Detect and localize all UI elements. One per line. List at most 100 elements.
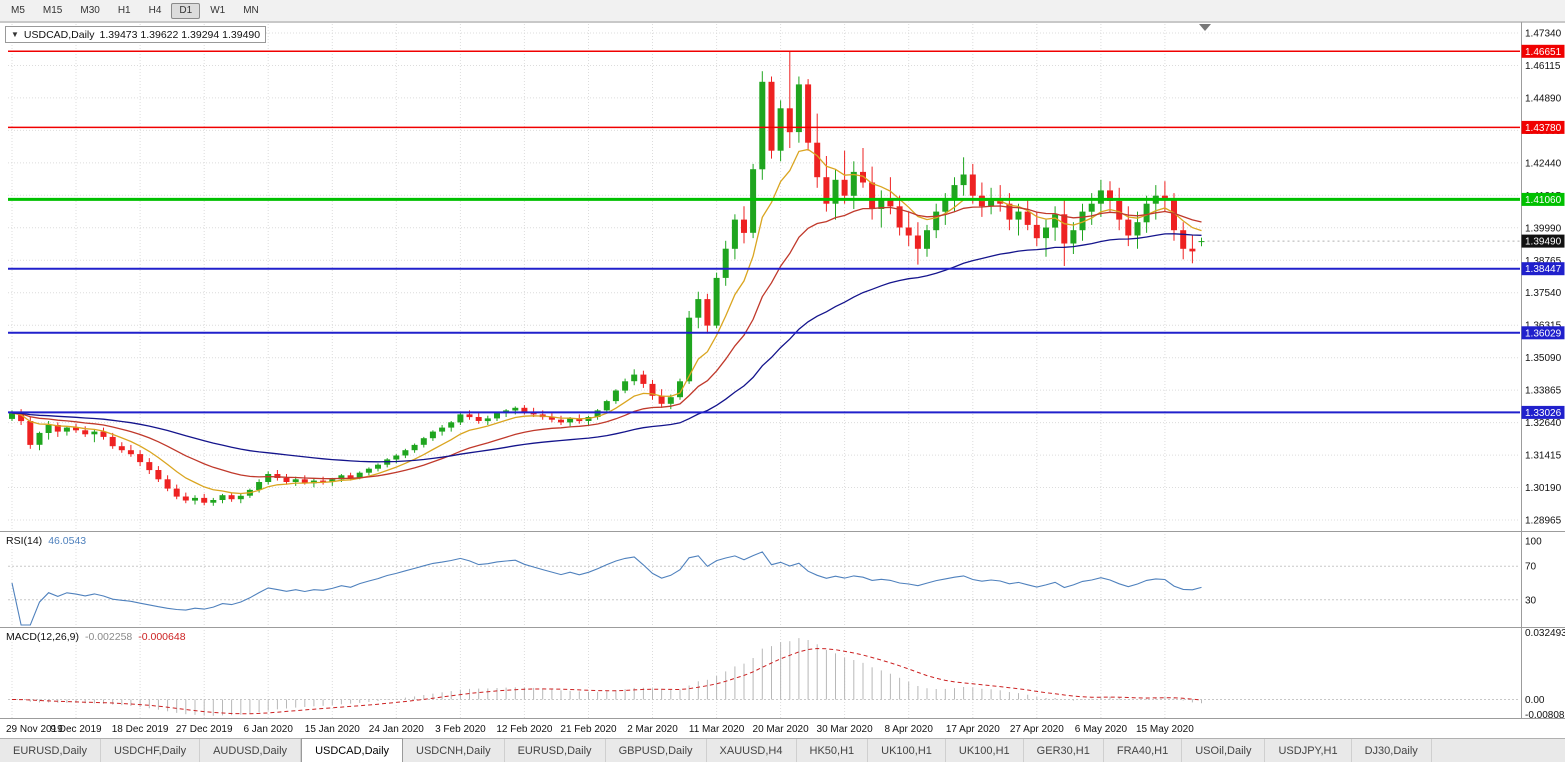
- current-price-flag: [1521, 234, 1565, 248]
- chart-shift-marker[interactable]: [1199, 24, 1211, 31]
- svg-text:1.35090: 1.35090: [1525, 353, 1562, 364]
- timeframe-button-m30[interactable]: M30: [80, 4, 100, 16]
- svg-text:0.032493: 0.032493: [1525, 628, 1565, 639]
- line-price-flag-1.36029: [1521, 326, 1565, 340]
- svg-text:18 Dec 2019: 18 Dec 2019: [112, 724, 169, 735]
- one-click-trading-toggle[interactable]: ▼: [11, 30, 19, 39]
- svg-text:1.28965: 1.28965: [1525, 516, 1562, 527]
- svg-text:17 Apr 2020: 17 Apr 2020: [946, 724, 1000, 735]
- chart-tab-xauusd-h4[interactable]: XAUUSD,H4: [707, 739, 797, 762]
- chart-tab-usdcnh-daily[interactable]: USDCNH,Daily: [403, 739, 505, 762]
- timeframe-button-m15[interactable]: M15: [42, 4, 63, 16]
- svg-text:70: 70: [1525, 562, 1537, 573]
- macd-histogram: [20, 638, 1202, 716]
- svg-text:30 Mar 2020: 30 Mar 2020: [817, 724, 874, 735]
- ma-slow-line: [11, 233, 1202, 463]
- svg-text:9 Dec 2019: 9 Dec 2019: [50, 724, 102, 735]
- line-price-flag-1.46651: [1521, 44, 1565, 58]
- svg-text:6 May 2020: 6 May 2020: [1075, 724, 1128, 735]
- chart-tab-fra40-h1[interactable]: FRA40,H1: [1104, 739, 1183, 762]
- svg-text:1.39490: 1.39490: [1525, 237, 1562, 248]
- chart-symbol-label: USDCAD,Daily: [23, 28, 95, 41]
- timeframe-button-mn[interactable]: MN: [243, 4, 259, 16]
- chart-tab-uk100-h1[interactable]: UK100,H1: [946, 739, 1024, 762]
- chart-tab-ger30-h1[interactable]: GER30,H1: [1024, 739, 1104, 762]
- timeframe-button-w1[interactable]: W1: [210, 4, 226, 16]
- svg-text:1.36315: 1.36315: [1525, 321, 1562, 332]
- svg-text:1.36029: 1.36029: [1525, 328, 1562, 339]
- rsi-name: RSI(14): [6, 535, 43, 547]
- chart-tab-usdcad-daily[interactable]: USDCAD,Daily: [301, 738, 404, 762]
- svg-text:1.44890: 1.44890: [1525, 93, 1562, 104]
- candlestick-series: [9, 50, 1205, 506]
- svg-text:30: 30: [1525, 595, 1537, 606]
- chart-tab-uk100-h1[interactable]: UK100,H1: [868, 739, 946, 762]
- line-price-flag-1.33026: [1521, 405, 1565, 419]
- timeframe-button-h1[interactable]: H1: [117, 4, 131, 16]
- chart-tab-usdjpy-h1[interactable]: USDJPY,H1: [1265, 739, 1352, 762]
- chart-tabs-bar: EURUSD,Daily USDCHF,Daily AUDUSD,Daily USDC…: [0, 738, 1565, 762]
- svg-text:1.41060: 1.41060: [1525, 195, 1562, 206]
- timeframe-button-h4[interactable]: H4: [148, 4, 162, 16]
- chart-tab-eurusd-daily[interactable]: EURUSD,Daily: [505, 739, 606, 762]
- svg-text:1.38447: 1.38447: [1525, 264, 1562, 275]
- svg-text:1.31415: 1.31415: [1525, 451, 1562, 462]
- timeframe-button-d1[interactable]: D1: [171, 2, 201, 19]
- ma-medium-line: [11, 205, 1202, 480]
- chart-tab-dj30-daily[interactable]: DJ30,Daily: [1352, 739, 1432, 762]
- macd-name: MACD(12,26,9): [6, 631, 79, 643]
- svg-text:1.43780: 1.43780: [1525, 123, 1562, 134]
- line-price-flag-1.43780: [1521, 120, 1565, 134]
- chart-tab-gbpusd-daily[interactable]: GBPUSD,Daily: [606, 739, 707, 762]
- svg-text:15 Jan 2020: 15 Jan 2020: [305, 724, 360, 735]
- chart-ohlc-label: 1.39473 1.39622 1.39294 1.39490: [99, 28, 261, 41]
- line-price-flag-1.38447: [1521, 262, 1565, 276]
- svg-text:1.37540: 1.37540: [1525, 288, 1562, 299]
- svg-text:1.46115: 1.46115: [1525, 61, 1561, 72]
- svg-text:-0.008086: -0.008086: [1525, 710, 1565, 721]
- macd-signal-line: [11, 647, 1202, 715]
- macd-main-value: -0.002258: [84, 631, 133, 643]
- svg-text:15 May 2020: 15 May 2020: [1136, 724, 1194, 735]
- svg-text:100: 100: [1525, 537, 1542, 548]
- chart-tab-usoil-daily[interactable]: USOil,Daily: [1182, 739, 1266, 762]
- ma-fast-line: [11, 148, 1202, 495]
- chart-tab-audusd-daily[interactable]: AUDUSD,Daily: [200, 739, 302, 762]
- chart-tab-hk50-h1[interactable]: HK50,H1: [797, 739, 869, 762]
- svg-text:1.47340: 1.47340: [1525, 29, 1562, 40]
- svg-text:29 Nov 2019: 29 Nov 2019: [6, 724, 63, 735]
- svg-text:1.33865: 1.33865: [1525, 386, 1562, 397]
- svg-text:27 Apr 2020: 27 Apr 2020: [1010, 724, 1064, 735]
- svg-text:1.39990: 1.39990: [1525, 223, 1562, 234]
- svg-text:3 Feb 2020: 3 Feb 2020: [435, 724, 486, 735]
- svg-text:27 Dec 2019: 27 Dec 2019: [176, 724, 233, 735]
- svg-text:1.32640: 1.32640: [1525, 418, 1562, 429]
- svg-text:21 Feb 2020: 21 Feb 2020: [560, 724, 617, 735]
- timeframe-button-m5[interactable]: M5: [11, 4, 25, 16]
- chart-tab-usdchf-daily[interactable]: USDCHF,Daily: [101, 739, 201, 762]
- svg-text:0.00: 0.00: [1525, 695, 1545, 706]
- chart-window[interactable]: 1.473401.461151.448901.436651.424401.412…: [0, 22, 1565, 738]
- svg-text:20 Mar 2020: 20 Mar 2020: [753, 724, 810, 735]
- price-axis[interactable]: 1.473401.461151.448901.436651.424401.412…: [1521, 22, 1565, 721]
- rsi-line: [11, 551, 1202, 626]
- svg-text:11 Mar 2020: 11 Mar 2020: [689, 724, 745, 735]
- svg-text:8 Apr 2020: 8 Apr 2020: [885, 724, 934, 735]
- rsi-value: 46.0543: [48, 535, 87, 547]
- chart-canvas[interactable]: 1.473401.461151.448901.436651.424401.412…: [0, 22, 1565, 738]
- svg-text:1.30190: 1.30190: [1525, 483, 1562, 494]
- svg-text:1.42440: 1.42440: [1525, 158, 1562, 169]
- svg-text:1.38765: 1.38765: [1525, 256, 1562, 267]
- ohlc-info-box: ▼ USDCAD,Daily 1.39473 1.39622 1.39294 1…: [5, 26, 267, 43]
- svg-text:1.46651: 1.46651: [1525, 47, 1562, 58]
- svg-text:24 Jan 2020: 24 Jan 2020: [369, 724, 424, 735]
- svg-text:6 Jan 2020: 6 Jan 2020: [243, 724, 293, 735]
- macd-signal-value: -0.000648: [138, 631, 186, 643]
- line-price-flag-1.41060: [1521, 192, 1565, 206]
- svg-text:12 Feb 2020: 12 Feb 2020: [496, 724, 553, 735]
- chart-tab-eurusd-daily[interactable]: EURUSD,Daily: [0, 739, 101, 762]
- svg-text:2 Mar 2020: 2 Mar 2020: [627, 724, 678, 735]
- rsi-indicator-label: RSI(14) 46.0543: [6, 535, 86, 547]
- macd-indicator-label: MACD(12,26,9) -0.002258 -0.000648: [6, 631, 186, 643]
